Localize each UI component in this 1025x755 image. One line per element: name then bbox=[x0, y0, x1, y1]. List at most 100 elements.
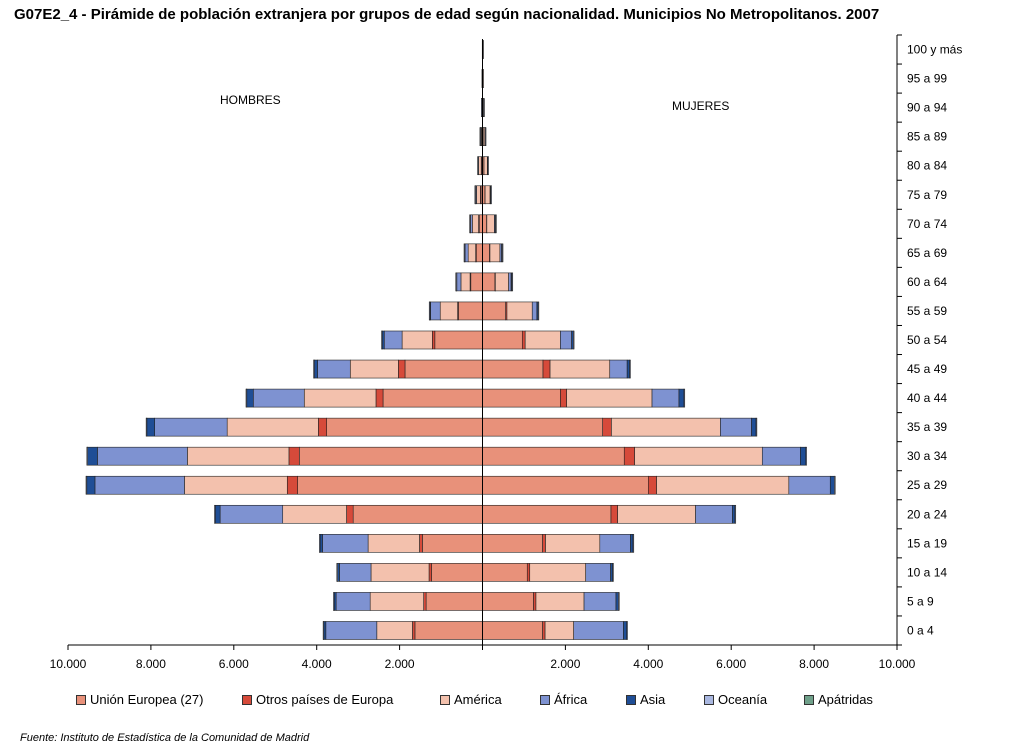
bar-men bbox=[349, 359, 399, 379]
bar-men bbox=[86, 446, 88, 466]
bar-women bbox=[529, 563, 587, 582]
legend-label: Otros países de Europa bbox=[256, 692, 394, 707]
bar-men bbox=[470, 272, 483, 292]
age-group-label: 35 a 39 bbox=[907, 420, 947, 434]
bar-women bbox=[482, 388, 561, 408]
bar-men bbox=[85, 475, 96, 495]
bar-men bbox=[456, 272, 462, 292]
bar-men bbox=[317, 359, 351, 379]
bar-women bbox=[656, 475, 790, 495]
bar-men bbox=[430, 301, 441, 321]
bar-women bbox=[526, 563, 531, 582]
legend-swatch bbox=[540, 694, 550, 705]
bar-men bbox=[431, 563, 483, 582]
bar-women bbox=[609, 359, 628, 379]
bar-men bbox=[326, 417, 483, 437]
x-tick-label: 10.000 bbox=[879, 657, 916, 671]
bar-men bbox=[322, 534, 369, 553]
bar-men bbox=[187, 446, 290, 466]
bar-women bbox=[542, 621, 546, 640]
bar-men bbox=[463, 243, 466, 263]
x-tick-label: 4.000 bbox=[302, 657, 332, 671]
age-group-label: 15 a 19 bbox=[907, 536, 947, 550]
bar-women bbox=[751, 417, 757, 437]
x-tick-label: 2.000 bbox=[385, 657, 415, 671]
bar-men bbox=[428, 563, 432, 582]
bar-men bbox=[464, 243, 469, 263]
bar-women bbox=[634, 446, 763, 466]
bar-men bbox=[252, 388, 305, 408]
bar-women bbox=[610, 504, 618, 524]
bar-men bbox=[336, 563, 338, 582]
bar-men bbox=[97, 446, 188, 466]
bar-men bbox=[475, 243, 483, 263]
bar-men bbox=[85, 475, 88, 495]
bar-women bbox=[531, 301, 538, 321]
bar-men bbox=[476, 185, 481, 205]
bar-men bbox=[298, 446, 483, 466]
age-group-label: 90 a 94 bbox=[907, 101, 947, 115]
bar-women bbox=[800, 446, 807, 466]
bar-men bbox=[86, 446, 98, 466]
age-group-label: 85 a 89 bbox=[907, 130, 947, 144]
bar-women bbox=[647, 475, 657, 495]
bar-men bbox=[145, 417, 148, 437]
bar-women bbox=[484, 185, 491, 205]
legend-item: Oceanía bbox=[704, 692, 767, 707]
bar-men bbox=[478, 156, 482, 176]
bar-men bbox=[214, 504, 216, 524]
bar-women bbox=[486, 214, 495, 234]
bar-men bbox=[383, 330, 403, 350]
bar-women bbox=[755, 417, 758, 437]
legend-item: Apátridas bbox=[804, 692, 873, 707]
x-tick-label: 6.000 bbox=[716, 657, 746, 671]
bar-men bbox=[219, 504, 284, 524]
bar-women bbox=[599, 534, 631, 553]
age-group-label: 0 a 4 bbox=[907, 623, 934, 637]
bar-women bbox=[482, 534, 543, 553]
bar-men bbox=[412, 621, 416, 640]
bar-women bbox=[495, 214, 497, 234]
legend-item: África bbox=[540, 692, 587, 707]
women-side-label: MUJERES bbox=[672, 99, 729, 113]
bar-women bbox=[610, 563, 613, 582]
bar-men bbox=[245, 388, 254, 408]
bar-men bbox=[339, 563, 372, 582]
bar-women bbox=[487, 156, 489, 176]
bar-women bbox=[549, 359, 611, 379]
bar-women bbox=[482, 417, 604, 437]
bar-women bbox=[511, 272, 514, 292]
bar-men bbox=[375, 388, 384, 408]
x-tick-label: 8.000 bbox=[136, 657, 166, 671]
bar-men bbox=[381, 330, 383, 350]
age-group-label: 100 y más bbox=[907, 43, 962, 57]
bar-women bbox=[542, 534, 546, 553]
bar-men bbox=[428, 301, 431, 321]
age-group-label: 75 a 79 bbox=[907, 188, 947, 202]
x-tick-label: 4.000 bbox=[633, 657, 663, 671]
bar-women bbox=[508, 272, 512, 292]
bar-men bbox=[346, 504, 354, 524]
legend-swatch bbox=[704, 694, 714, 705]
bar-men bbox=[369, 592, 424, 611]
bar-women bbox=[678, 388, 685, 408]
age-group-label: 45 a 49 bbox=[907, 362, 947, 376]
bar-men bbox=[455, 272, 457, 292]
bar-women bbox=[805, 446, 807, 466]
bar-men bbox=[434, 330, 483, 350]
bar-men bbox=[245, 388, 248, 408]
bar-women bbox=[626, 621, 628, 640]
bar-women bbox=[482, 243, 490, 263]
bar-men bbox=[474, 185, 477, 205]
bar-women bbox=[695, 504, 733, 524]
bar-women bbox=[506, 301, 533, 321]
bar-men bbox=[154, 417, 228, 437]
bar-women bbox=[720, 417, 752, 437]
bar-men bbox=[439, 301, 458, 321]
bar-men bbox=[467, 243, 476, 263]
bar-men bbox=[313, 359, 315, 379]
bar-women bbox=[632, 534, 635, 553]
bar-women bbox=[482, 330, 523, 350]
bar-women bbox=[611, 417, 721, 437]
